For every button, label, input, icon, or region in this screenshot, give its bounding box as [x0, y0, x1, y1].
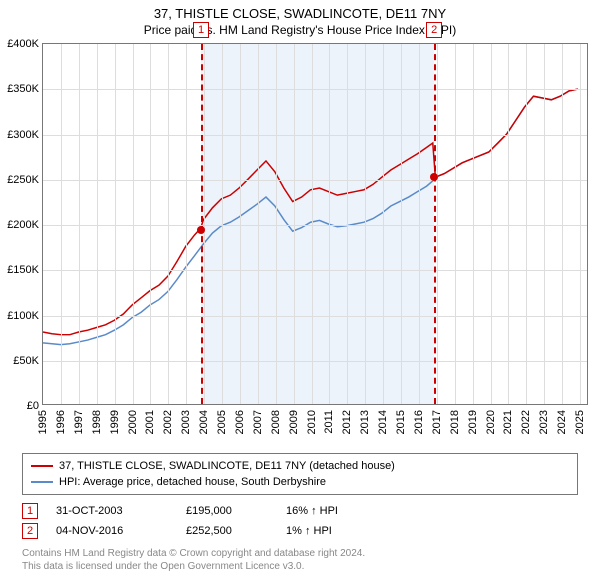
- x-axis-label: 2023: [538, 410, 550, 434]
- y-axis-label: £200K: [7, 219, 39, 231]
- footer-line: This data is licensed under the Open Gov…: [22, 560, 578, 573]
- chart-plot-area: £0£50K£100K£150K£200K£250K£300K£350K£400…: [42, 43, 588, 405]
- x-axis-label: 2012: [341, 410, 353, 434]
- x-axis-label: 2015: [395, 410, 407, 434]
- legend-label: HPI: Average price, detached house, Sout…: [59, 474, 326, 490]
- legend-box: 37, THISTLE CLOSE, SWADLINCOTE, DE11 7NY…: [22, 453, 578, 495]
- x-axis-label: 2005: [216, 410, 228, 434]
- transaction-diff: 16% ↑ HPI: [286, 505, 386, 517]
- transaction-diff: 1% ↑ HPI: [286, 525, 386, 537]
- series-line-property: [43, 89, 578, 335]
- event-marker: 1: [193, 22, 209, 38]
- y-axis-label: £300K: [7, 129, 39, 141]
- x-axis-label: 1999: [109, 410, 121, 434]
- transaction-row: 1 31-OCT-2003 £195,000 16% ↑ HPI: [22, 501, 578, 521]
- y-axis-label: £250K: [7, 174, 39, 186]
- event-dot: [430, 173, 438, 181]
- x-axis-label: 2002: [162, 410, 174, 434]
- x-axis-label: 1995: [37, 410, 49, 434]
- chart-title: 37, THISTLE CLOSE, SWADLINCOTE, DE11 7NY: [0, 0, 600, 21]
- chart-container: 37, THISTLE CLOSE, SWADLINCOTE, DE11 7NY…: [0, 0, 600, 560]
- transaction-row: 2 04-NOV-2016 £252,500 1% ↑ HPI: [22, 521, 578, 541]
- footer-line: Contains HM Land Registry data © Crown c…: [22, 547, 578, 560]
- legend-swatch-blue: [31, 481, 53, 483]
- x-axis-label: 2020: [485, 410, 497, 434]
- x-axis-label: 2013: [359, 410, 371, 434]
- y-axis-label: £150K: [7, 264, 39, 276]
- x-axis-label: 1998: [91, 410, 103, 434]
- x-axis-label: 2009: [288, 410, 300, 434]
- x-axis-label: 2024: [556, 410, 568, 434]
- x-axis-label: 2019: [467, 410, 479, 434]
- x-axis-label: 2025: [574, 410, 586, 434]
- x-axis-label: 2022: [520, 410, 532, 434]
- x-axis-label: 2014: [377, 410, 389, 434]
- chart-subtitle: Price paid vs. HM Land Registry's House …: [0, 21, 600, 43]
- event-line: [201, 44, 203, 404]
- y-axis-label: £50K: [13, 355, 39, 367]
- x-axis-label: 2000: [127, 410, 139, 434]
- x-axis-label: 2003: [180, 410, 192, 434]
- legend-label: 37, THISTLE CLOSE, SWADLINCOTE, DE11 7NY…: [59, 458, 395, 474]
- x-axis-label: 2018: [449, 410, 461, 434]
- legend-item: 37, THISTLE CLOSE, SWADLINCOTE, DE11 7NY…: [31, 458, 569, 474]
- event-line: [434, 44, 436, 404]
- y-axis-label: £350K: [7, 83, 39, 95]
- legend-swatch-red: [31, 465, 53, 467]
- x-axis-label: 2001: [144, 410, 156, 434]
- x-axis-label: 2004: [198, 410, 210, 434]
- legend-item: HPI: Average price, detached house, Sout…: [31, 474, 569, 490]
- x-axis-label: 2007: [252, 410, 264, 434]
- transaction-marker: 2: [22, 523, 38, 539]
- x-axis-label: 1996: [55, 410, 67, 434]
- footer-attribution: Contains HM Land Registry data © Crown c…: [22, 547, 578, 573]
- transaction-marker: 1: [22, 503, 38, 519]
- x-axis-label: 2017: [431, 410, 443, 434]
- x-axis-label: 2010: [306, 410, 318, 434]
- x-axis-label: 2021: [502, 410, 514, 434]
- x-axis-label: 2006: [234, 410, 246, 434]
- y-axis-label: £100K: [7, 310, 39, 322]
- transaction-price: £252,500: [186, 525, 286, 537]
- y-axis-label: £400K: [7, 38, 39, 50]
- x-axis-label: 2011: [323, 410, 335, 434]
- transaction-price: £195,000: [186, 505, 286, 517]
- event-dot: [197, 226, 205, 234]
- transaction-date: 04-NOV-2016: [56, 525, 186, 537]
- series-line-hpi: [43, 89, 578, 345]
- x-axis-label: 2016: [413, 410, 425, 434]
- transaction-date: 31-OCT-2003: [56, 505, 186, 517]
- x-axis-label: 2008: [270, 410, 282, 434]
- x-axis-label: 1997: [73, 410, 85, 434]
- event-marker: 2: [426, 22, 442, 38]
- chart-lines-svg: [43, 44, 587, 404]
